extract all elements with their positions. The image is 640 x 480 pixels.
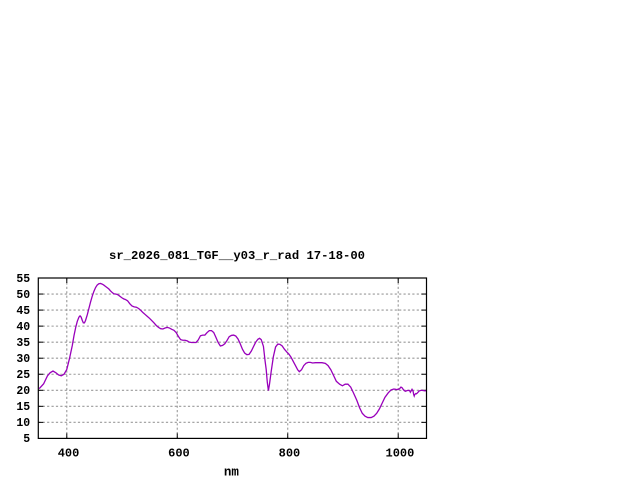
svg-text:400: 400 [58, 447, 80, 461]
svg-text:30: 30 [16, 353, 30, 366]
svg-text:1000: 1000 [386, 447, 415, 461]
svg-text:nm: nm [224, 466, 240, 480]
svg-text:20: 20 [16, 385, 30, 398]
svg-text:5: 5 [23, 433, 30, 446]
svg-text:10: 10 [16, 417, 30, 430]
svg-text:45: 45 [16, 305, 30, 318]
svg-text:25: 25 [16, 369, 30, 382]
svg-text:600: 600 [168, 447, 190, 461]
svg-text:15: 15 [16, 401, 30, 414]
svg-text:50: 50 [16, 289, 30, 302]
svg-text:35: 35 [16, 337, 30, 350]
svg-text:800: 800 [279, 447, 301, 461]
svg-text:55: 55 [16, 273, 30, 286]
svg-text:sr_2026_081_TGF__y03_r_rad 17-: sr_2026_081_TGF__y03_r_rad 17-18-00 [109, 249, 365, 263]
svg-text:40: 40 [16, 321, 30, 334]
